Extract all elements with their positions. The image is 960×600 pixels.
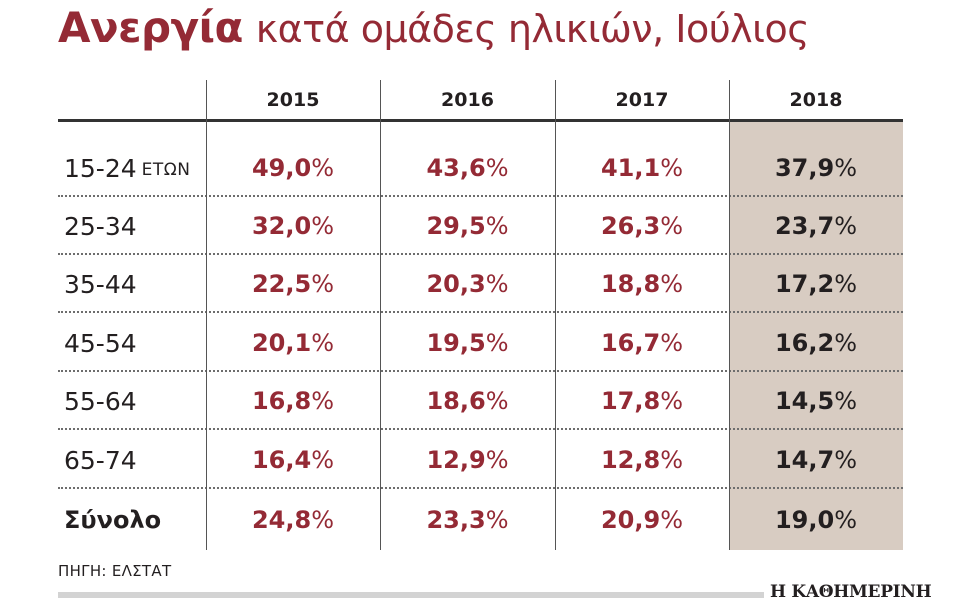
column-header-2018: 2018 xyxy=(789,88,843,111)
cell-2018: 19,0% xyxy=(774,506,858,534)
cell-2017: 20,9% xyxy=(600,506,684,534)
brand-logo: Η ΚΑΘΗΜΕΡΙΝΗ xyxy=(770,582,932,600)
age-group: 15-24 xyxy=(64,153,137,183)
cell-2018: 37,9% xyxy=(774,154,858,182)
row-divider xyxy=(58,487,903,489)
cell-2018: 16,2% xyxy=(774,329,858,357)
age-group: 25-34 xyxy=(64,211,137,241)
cell-2017: 17,8% xyxy=(600,387,684,415)
cell-2015: 20,1% xyxy=(251,329,335,357)
age-suffix: ΕΤΩΝ xyxy=(141,160,191,180)
cell-2016: 18,6% xyxy=(426,387,509,415)
cell-2016: 43,6% xyxy=(426,154,509,182)
cell-2016: 20,3% xyxy=(426,270,509,298)
row-divider xyxy=(58,195,903,197)
row-label: 45-54 xyxy=(64,314,137,372)
cell-2016: 23,3% xyxy=(426,506,509,534)
header-divider xyxy=(58,119,903,122)
cell-2016: 19,5% xyxy=(426,329,509,357)
table-row: 65-74 16,4% 12,9% 12,8% 14,7% xyxy=(58,431,903,489)
column-divider xyxy=(206,80,207,550)
cell-2017: 16,7% xyxy=(600,329,684,357)
row-label: Σύνολο xyxy=(64,490,161,550)
age-group: 55-64 xyxy=(64,386,137,416)
column-divider xyxy=(729,80,730,550)
cell-2017: 26,3% xyxy=(600,212,684,240)
cell-2018: 14,7% xyxy=(774,446,858,474)
row-label: 55-64 xyxy=(64,372,137,430)
table-row: 35-44 22,5% 20,3% 18,8% 17,2% xyxy=(58,255,903,313)
column-header-2015: 2015 xyxy=(266,88,320,111)
cell-2017: 41,1% xyxy=(600,154,684,182)
age-group: 35-44 xyxy=(64,269,137,299)
footer-bar xyxy=(58,592,764,598)
cell-2018: 23,7% xyxy=(774,212,858,240)
row-label: 35-44 xyxy=(64,255,137,313)
row-label: 25-34 xyxy=(64,197,137,255)
row-divider xyxy=(58,311,903,313)
age-group: 65-74 xyxy=(64,445,137,475)
row-divider xyxy=(58,370,903,372)
table-row: 15-24 ΕΤΩΝ 49,0% 43,6% 41,1% 37,9% xyxy=(58,139,903,197)
column-divider xyxy=(380,80,381,550)
row-divider xyxy=(58,253,903,255)
column-divider xyxy=(555,80,556,550)
row-label: 65-74 xyxy=(64,431,137,489)
cell-2015: 16,8% xyxy=(251,387,335,415)
age-group: 45-54 xyxy=(64,328,137,358)
cell-2018: 17,2% xyxy=(774,270,858,298)
column-header-2017: 2017 xyxy=(615,88,669,111)
table-row: 45-54 20,1% 19,5% 16,7% 16,2% xyxy=(58,314,903,372)
title-rest: κατά ομάδες ηλικιών, Ιούλιος xyxy=(255,7,810,51)
cell-2018: 14,5% xyxy=(774,387,858,415)
cell-2015: 32,0% xyxy=(251,212,335,240)
table-row: 25-34 32,0% 29,5% 26,3% 23,7% xyxy=(58,197,903,255)
title-bold: Ανεργία xyxy=(58,3,243,52)
highlight-column-2018 xyxy=(729,120,903,550)
column-header-2016: 2016 xyxy=(441,88,494,111)
source-note: ΠΗΓΗ: ΕΛΣΤΑΤ xyxy=(58,562,172,580)
unemployment-table: 2015 2016 2017 2018 15-24 ΕΤΩΝ 49,0% 43,6… xyxy=(58,80,903,550)
chart-title: Ανεργία κατά ομάδες ηλικιών, Ιούλιος xyxy=(58,2,810,55)
row-divider xyxy=(58,428,903,430)
cell-2017: 12,8% xyxy=(600,446,684,474)
cell-2017: 18,8% xyxy=(600,270,684,298)
table-row-total: Σύνολο 24,8% 23,3% 20,9% 19,0% xyxy=(58,490,903,550)
total-label: Σύνολο xyxy=(64,506,162,534)
table-row: 55-64 16,8% 18,6% 17,8% 14,5% xyxy=(58,372,903,430)
row-label: 15-24 ΕΤΩΝ xyxy=(64,139,191,197)
cell-2015: 22,5% xyxy=(251,270,335,298)
cell-2015: 16,4% xyxy=(251,446,335,474)
cell-2016: 12,9% xyxy=(426,446,509,474)
cell-2016: 29,5% xyxy=(426,212,509,240)
cell-2015: 24,8% xyxy=(251,506,335,534)
cell-2015: 49,0% xyxy=(251,154,335,182)
